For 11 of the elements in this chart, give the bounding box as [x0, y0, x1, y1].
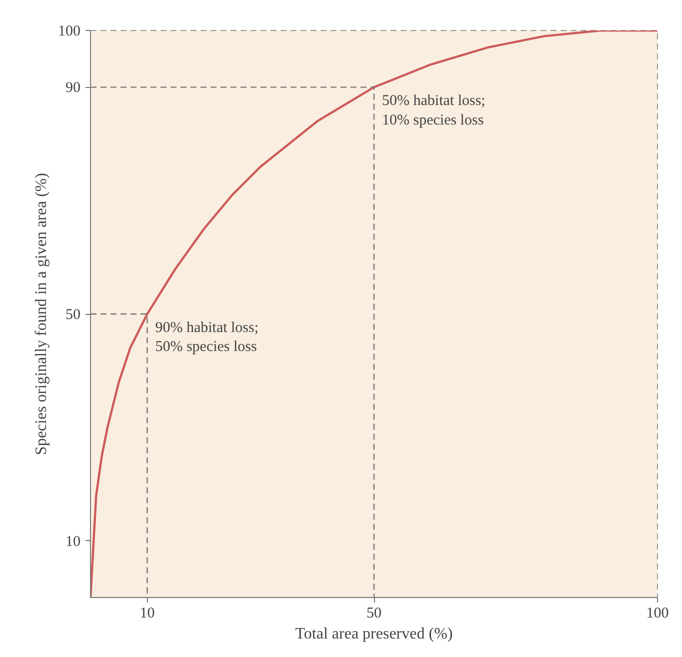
y-tick-label: 100: [58, 24, 80, 40]
y-tick-label: 10: [66, 534, 80, 550]
x-tick-label: 100: [646, 606, 669, 622]
x-axis-title: Total area preserved (%): [295, 626, 453, 642]
y-tick-label: 90: [66, 80, 80, 96]
annotation: 90% habitat loss; 50% species loss: [155, 320, 259, 356]
annotation: 50% habitat loss; 10% species loss: [382, 93, 486, 128]
y-axis-title: Species originally found in a given area (%): [33, 172, 50, 456]
x-tick-label: 50: [366, 606, 382, 622]
x-tick-label: 10: [140, 606, 155, 622]
y-tick-label: 50: [66, 307, 80, 323]
